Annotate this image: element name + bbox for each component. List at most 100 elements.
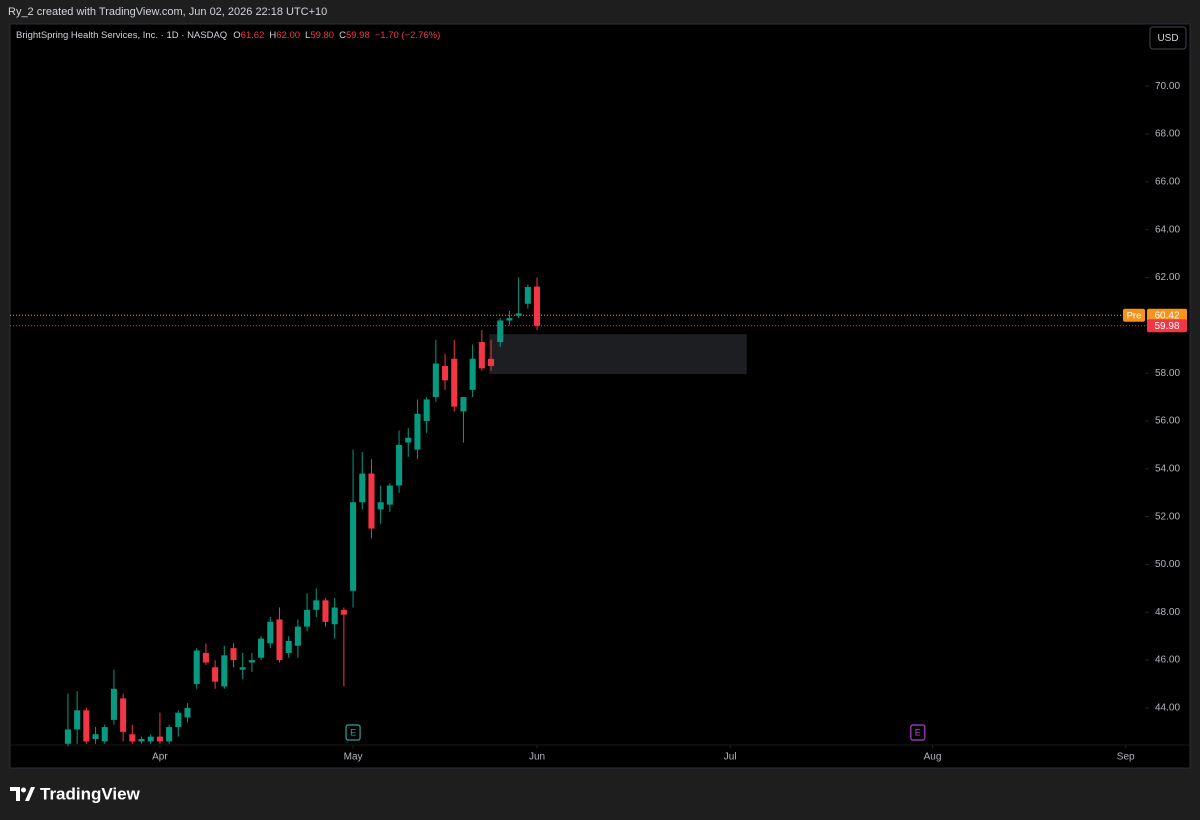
candle-body [460, 397, 467, 412]
ohlc-key: O [233, 30, 240, 41]
candle-body [304, 609, 311, 627]
logo-slash [25, 787, 35, 801]
price-tag-label: 60.42 [1154, 310, 1179, 321]
candle-body [175, 712, 182, 728]
candle-body [340, 609, 347, 615]
candle-body [515, 313, 522, 316]
candle-body [202, 652, 209, 663]
x-tick-label: Apr [152, 752, 168, 763]
zone [489, 334, 747, 375]
price-tag-label: 59.98 [1154, 321, 1179, 332]
brand-logo [10, 787, 35, 801]
candle-body [101, 727, 108, 742]
candle-body [386, 485, 393, 505]
y-tick-label: 46.00 [1155, 655, 1180, 666]
candle-body [193, 650, 200, 685]
y-tick-label: 48.00 [1155, 607, 1180, 618]
chart-title: BrightSpring Health Services, Inc. · 1D … [16, 30, 227, 41]
candle-body [147, 736, 154, 742]
candle-body [533, 286, 541, 326]
y-tick-label: 66.00 [1155, 176, 1180, 187]
event-label: E [350, 727, 356, 737]
watermark: Ry_2 created with TradingView.com, Jun 0… [8, 6, 327, 18]
candle-body [524, 287, 531, 304]
candle-body [405, 437, 412, 443]
currency-label: USD [1157, 33, 1178, 44]
candle-body [331, 607, 338, 625]
candle-body [92, 734, 99, 740]
candle-body [469, 358, 476, 390]
y-tick-label: 52.00 [1155, 511, 1180, 522]
candle-body [212, 667, 219, 682]
y-tick-label: 64.00 [1155, 224, 1180, 235]
candle-body [64, 729, 71, 744]
candle-body [359, 473, 366, 503]
y-tick-label: 50.00 [1155, 559, 1180, 570]
x-tick-label: Aug [924, 752, 942, 763]
brand-name: TradingView [40, 784, 141, 803]
candle-body [432, 363, 439, 398]
candle-body [350, 502, 357, 591]
ohlc-key: L [305, 30, 310, 41]
change-value: −1.70 (−2.76%) [375, 30, 441, 41]
candle-body [396, 444, 403, 486]
candle-body [377, 502, 384, 510]
candle-body [488, 358, 495, 366]
price-tag-name-bg [1123, 308, 1145, 322]
candle-body [478, 342, 485, 369]
candle-body [258, 638, 265, 658]
y-tick-label: 68.00 [1155, 129, 1180, 140]
price-tag-name: Pre [1127, 310, 1142, 321]
candle-body [322, 600, 329, 622]
candle-body [294, 626, 301, 646]
candle-body [156, 736, 163, 742]
ohlc-key: H [269, 30, 276, 41]
candle-body [276, 619, 283, 661]
candle-body [120, 698, 127, 732]
candle-body [414, 413, 421, 450]
event-marker [910, 724, 926, 741]
y-tick-label: 62.00 [1155, 272, 1180, 283]
candle-body [423, 399, 430, 421]
candle-body [83, 710, 90, 742]
candle-body [313, 600, 320, 610]
x-tick-label: Jul [724, 752, 737, 763]
x-tick-label: Jun [529, 752, 545, 763]
y-tick-label: 70.00 [1155, 81, 1180, 92]
ohlc-value: 61.62 [241, 30, 265, 41]
candle-body [110, 688, 117, 720]
y-tick-label: 56.00 [1155, 416, 1180, 427]
event-label: E [915, 727, 921, 737]
candle-body [166, 727, 173, 742]
candle-body [74, 710, 81, 730]
logo-dot [21, 787, 26, 793]
candle-body [368, 473, 375, 529]
ohlc-value: 62.00 [276, 30, 300, 41]
currency-button[interactable] [1149, 26, 1187, 50]
chart-panel [9, 23, 1191, 769]
candle-body [184, 707, 191, 718]
event-marker [345, 724, 361, 741]
candle-body [497, 320, 504, 343]
candle-body [138, 739, 145, 742]
logo-mark [10, 787, 20, 801]
candle-body [506, 318, 513, 321]
price-tag [1147, 319, 1187, 333]
candle-body [230, 648, 237, 661]
candle-body [239, 667, 246, 670]
ohlc-value: 59.98 [346, 30, 370, 41]
candle-body [267, 621, 274, 644]
candle-body [451, 358, 458, 407]
candle-body [221, 655, 228, 687]
price-tag [1147, 308, 1187, 322]
ohlc-value: 59.80 [310, 30, 334, 41]
candle-body [129, 734, 136, 742]
y-tick-label: 44.00 [1155, 703, 1180, 714]
y-tick-label: 58.00 [1155, 368, 1180, 379]
candle-body [442, 365, 449, 381]
candle-body [248, 660, 255, 663]
y-tick-label: 54.00 [1155, 463, 1180, 474]
chart-header: BrightSpring Health Services, Inc. · 1D … [16, 30, 440, 41]
x-tick-label: Sep [1117, 752, 1135, 763]
